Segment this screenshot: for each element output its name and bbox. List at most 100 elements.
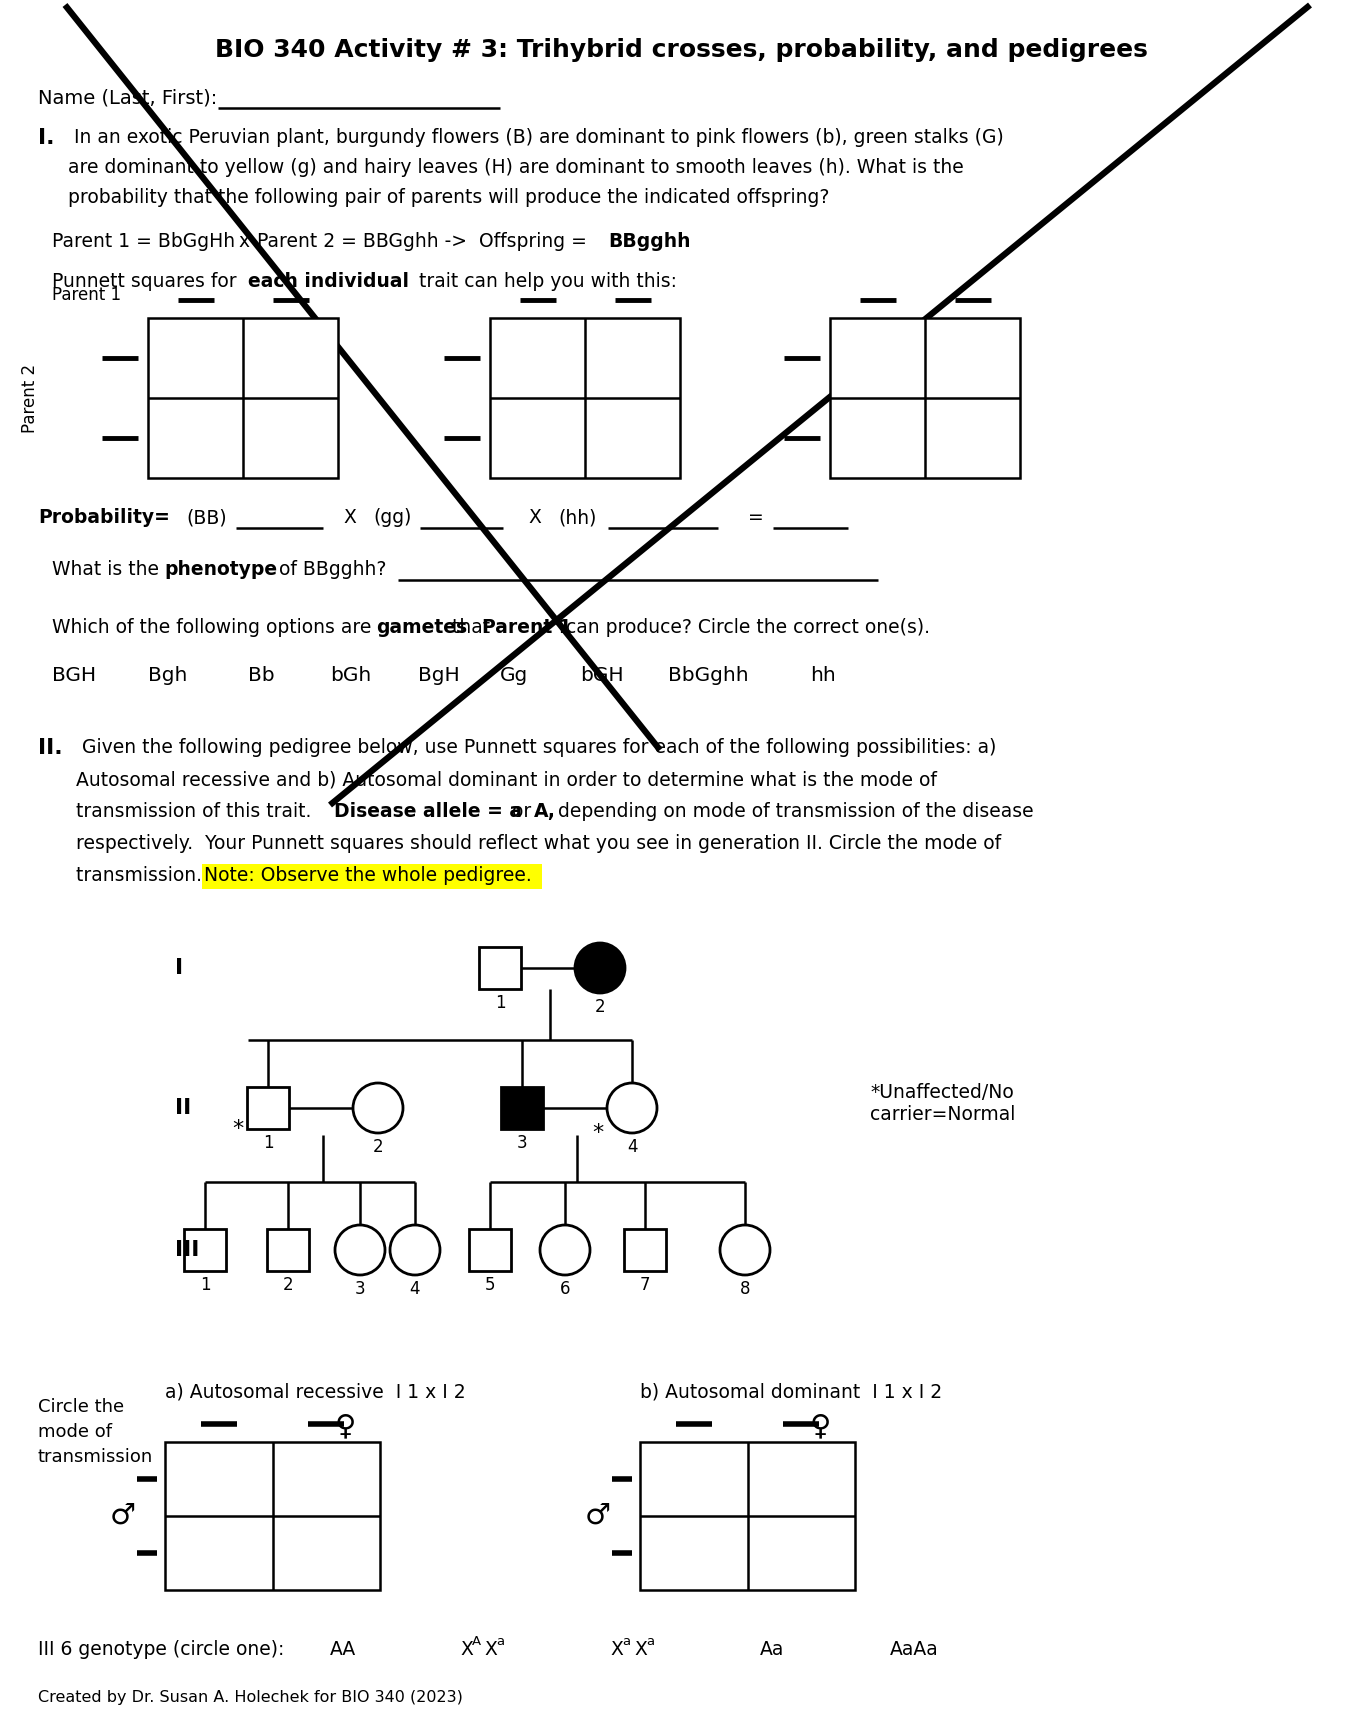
- Text: 1: 1: [494, 995, 505, 1012]
- Bar: [267, 1229, 309, 1271]
- Text: 3: 3: [354, 1279, 365, 1299]
- Text: (gg): (gg): [373, 509, 411, 528]
- Text: (BB): (BB): [187, 509, 226, 528]
- Text: x: x: [238, 233, 249, 252]
- Text: X: X: [633, 1641, 647, 1660]
- Text: X: X: [484, 1641, 497, 1660]
- Text: transmission.: transmission.: [76, 866, 208, 885]
- Text: BIO 340 Activity # 3: Trihybrid crosses, probability, and pedigrees: BIO 340 Activity # 3: Trihybrid crosses,…: [215, 38, 1147, 62]
- Text: respectively.  Your Punnett squares should reflect what you see in generation II: respectively. Your Punnett squares shoul…: [76, 833, 1001, 852]
- Text: A: A: [473, 1635, 481, 1647]
- Text: hh: hh: [810, 667, 836, 686]
- Text: depending on mode of transmission of the disease: depending on mode of transmission of the…: [552, 802, 1034, 821]
- Text: Parent 2 = BBGghh ->  Offspring =: Parent 2 = BBGghh -> Offspring =: [251, 233, 592, 252]
- Text: 3: 3: [516, 1134, 527, 1153]
- Text: Autosomal recessive and b) Autosomal dominant in order to determine what is the : Autosomal recessive and b) Autosomal dom…: [76, 771, 937, 788]
- Text: Punnett squares for: Punnett squares for: [52, 273, 242, 292]
- Text: Probability=: Probability=: [38, 509, 170, 528]
- Text: 1: 1: [200, 1276, 210, 1293]
- Text: Disease allele = a: Disease allele = a: [334, 802, 522, 821]
- Circle shape: [353, 1083, 403, 1134]
- Bar: [829, 318, 1020, 477]
- Text: =: =: [748, 509, 764, 528]
- Text: BBgghh: BBgghh: [607, 233, 691, 252]
- Text: bGh: bGh: [330, 667, 372, 686]
- Text: Name (Last, First):: Name (Last, First):: [38, 89, 218, 108]
- Text: Parent 2: Parent 2: [20, 363, 39, 432]
- Bar: [624, 1229, 666, 1271]
- Text: 2: 2: [595, 998, 605, 1016]
- Text: X: X: [460, 1641, 473, 1660]
- Text: AA: AA: [330, 1641, 357, 1660]
- Text: Parent 1 = BbGgHh: Parent 1 = BbGgHh: [52, 233, 236, 252]
- Text: ♀: ♀: [334, 1411, 355, 1439]
- Text: 1: 1: [263, 1134, 274, 1153]
- Text: bGH: bGH: [580, 667, 624, 686]
- Circle shape: [335, 1226, 385, 1274]
- Text: transmission of this trait.: transmission of this trait.: [76, 802, 317, 821]
- Bar: [165, 1443, 380, 1590]
- Text: Parent 1: Parent 1: [482, 618, 572, 637]
- Text: ♂: ♂: [110, 1502, 136, 1529]
- Bar: [247, 1087, 289, 1128]
- Text: BbGghh: BbGghh: [667, 667, 749, 686]
- Text: BGH: BGH: [52, 667, 97, 686]
- Text: Note: Observe the whole pedigree.: Note: Observe the whole pedigree.: [204, 866, 531, 885]
- Text: a) Autosomal recessive  I 1 x I 2: a) Autosomal recessive I 1 x I 2: [165, 1382, 466, 1401]
- Text: Created by Dr. Susan A. Holechek for BIO 340 (2023): Created by Dr. Susan A. Holechek for BIO…: [38, 1691, 463, 1705]
- Text: X: X: [528, 509, 541, 528]
- Bar: [490, 318, 680, 477]
- Bar: [469, 1229, 511, 1271]
- Text: X: X: [343, 509, 355, 528]
- Text: a: a: [646, 1635, 654, 1647]
- Text: AaAa: AaAa: [889, 1641, 938, 1660]
- Text: X: X: [610, 1641, 622, 1660]
- Text: can produce? Circle the correct one(s).: can produce? Circle the correct one(s).: [560, 618, 930, 637]
- Text: III: III: [174, 1240, 199, 1260]
- Bar: [184, 1229, 226, 1271]
- Circle shape: [390, 1226, 440, 1274]
- Text: b) Autosomal dominant  I 1 x I 2: b) Autosomal dominant I 1 x I 2: [640, 1382, 943, 1401]
- Text: *: *: [592, 1123, 603, 1142]
- Circle shape: [720, 1226, 770, 1274]
- Text: III 6 genotype (circle one):: III 6 genotype (circle one):: [38, 1641, 285, 1660]
- Text: ♀: ♀: [809, 1411, 831, 1439]
- Text: 2: 2: [373, 1139, 383, 1156]
- Text: gametes: gametes: [376, 618, 467, 637]
- Text: Gg: Gg: [500, 667, 528, 686]
- Bar: [501, 1087, 543, 1128]
- Text: a: a: [496, 1635, 504, 1647]
- Text: 6: 6: [560, 1279, 571, 1299]
- Text: trait can help you with this:: trait can help you with this:: [413, 273, 677, 292]
- Text: that: that: [445, 618, 496, 637]
- Text: Bgh: Bgh: [148, 667, 188, 686]
- Text: What is the: What is the: [52, 561, 165, 580]
- Text: are dominant to yellow (g) and hairy leaves (H) are dominant to smooth leaves (h: are dominant to yellow (g) and hairy lea…: [68, 158, 964, 177]
- Text: each individual: each individual: [248, 273, 409, 292]
- Circle shape: [607, 1083, 656, 1134]
- Text: phenotype: phenotype: [163, 561, 276, 580]
- Text: 8: 8: [740, 1279, 750, 1299]
- Bar: [202, 865, 542, 889]
- Text: *Unaffected/No
carrier=Normal: *Unaffected/No carrier=Normal: [870, 1083, 1016, 1123]
- Bar: [640, 1443, 855, 1590]
- Text: 5: 5: [485, 1276, 496, 1293]
- Circle shape: [575, 943, 625, 993]
- Text: BgH: BgH: [418, 667, 460, 686]
- Text: (hh): (hh): [558, 509, 597, 528]
- Text: Bb: Bb: [248, 667, 275, 686]
- Text: mode of: mode of: [38, 1424, 112, 1441]
- Text: A,: A,: [534, 802, 556, 821]
- Text: Circle the: Circle the: [38, 1397, 124, 1417]
- Bar: [479, 948, 522, 990]
- Text: a: a: [622, 1635, 631, 1647]
- Text: ♂: ♂: [584, 1502, 612, 1529]
- Text: or: or: [507, 802, 537, 821]
- Text: II.: II.: [38, 738, 63, 759]
- Text: Which of the following options are: Which of the following options are: [52, 618, 377, 637]
- Text: Parent 1: Parent 1: [52, 286, 121, 304]
- Text: II: II: [174, 1097, 191, 1118]
- Text: 7: 7: [640, 1276, 650, 1293]
- Text: I.: I.: [38, 128, 54, 148]
- Circle shape: [539, 1226, 590, 1274]
